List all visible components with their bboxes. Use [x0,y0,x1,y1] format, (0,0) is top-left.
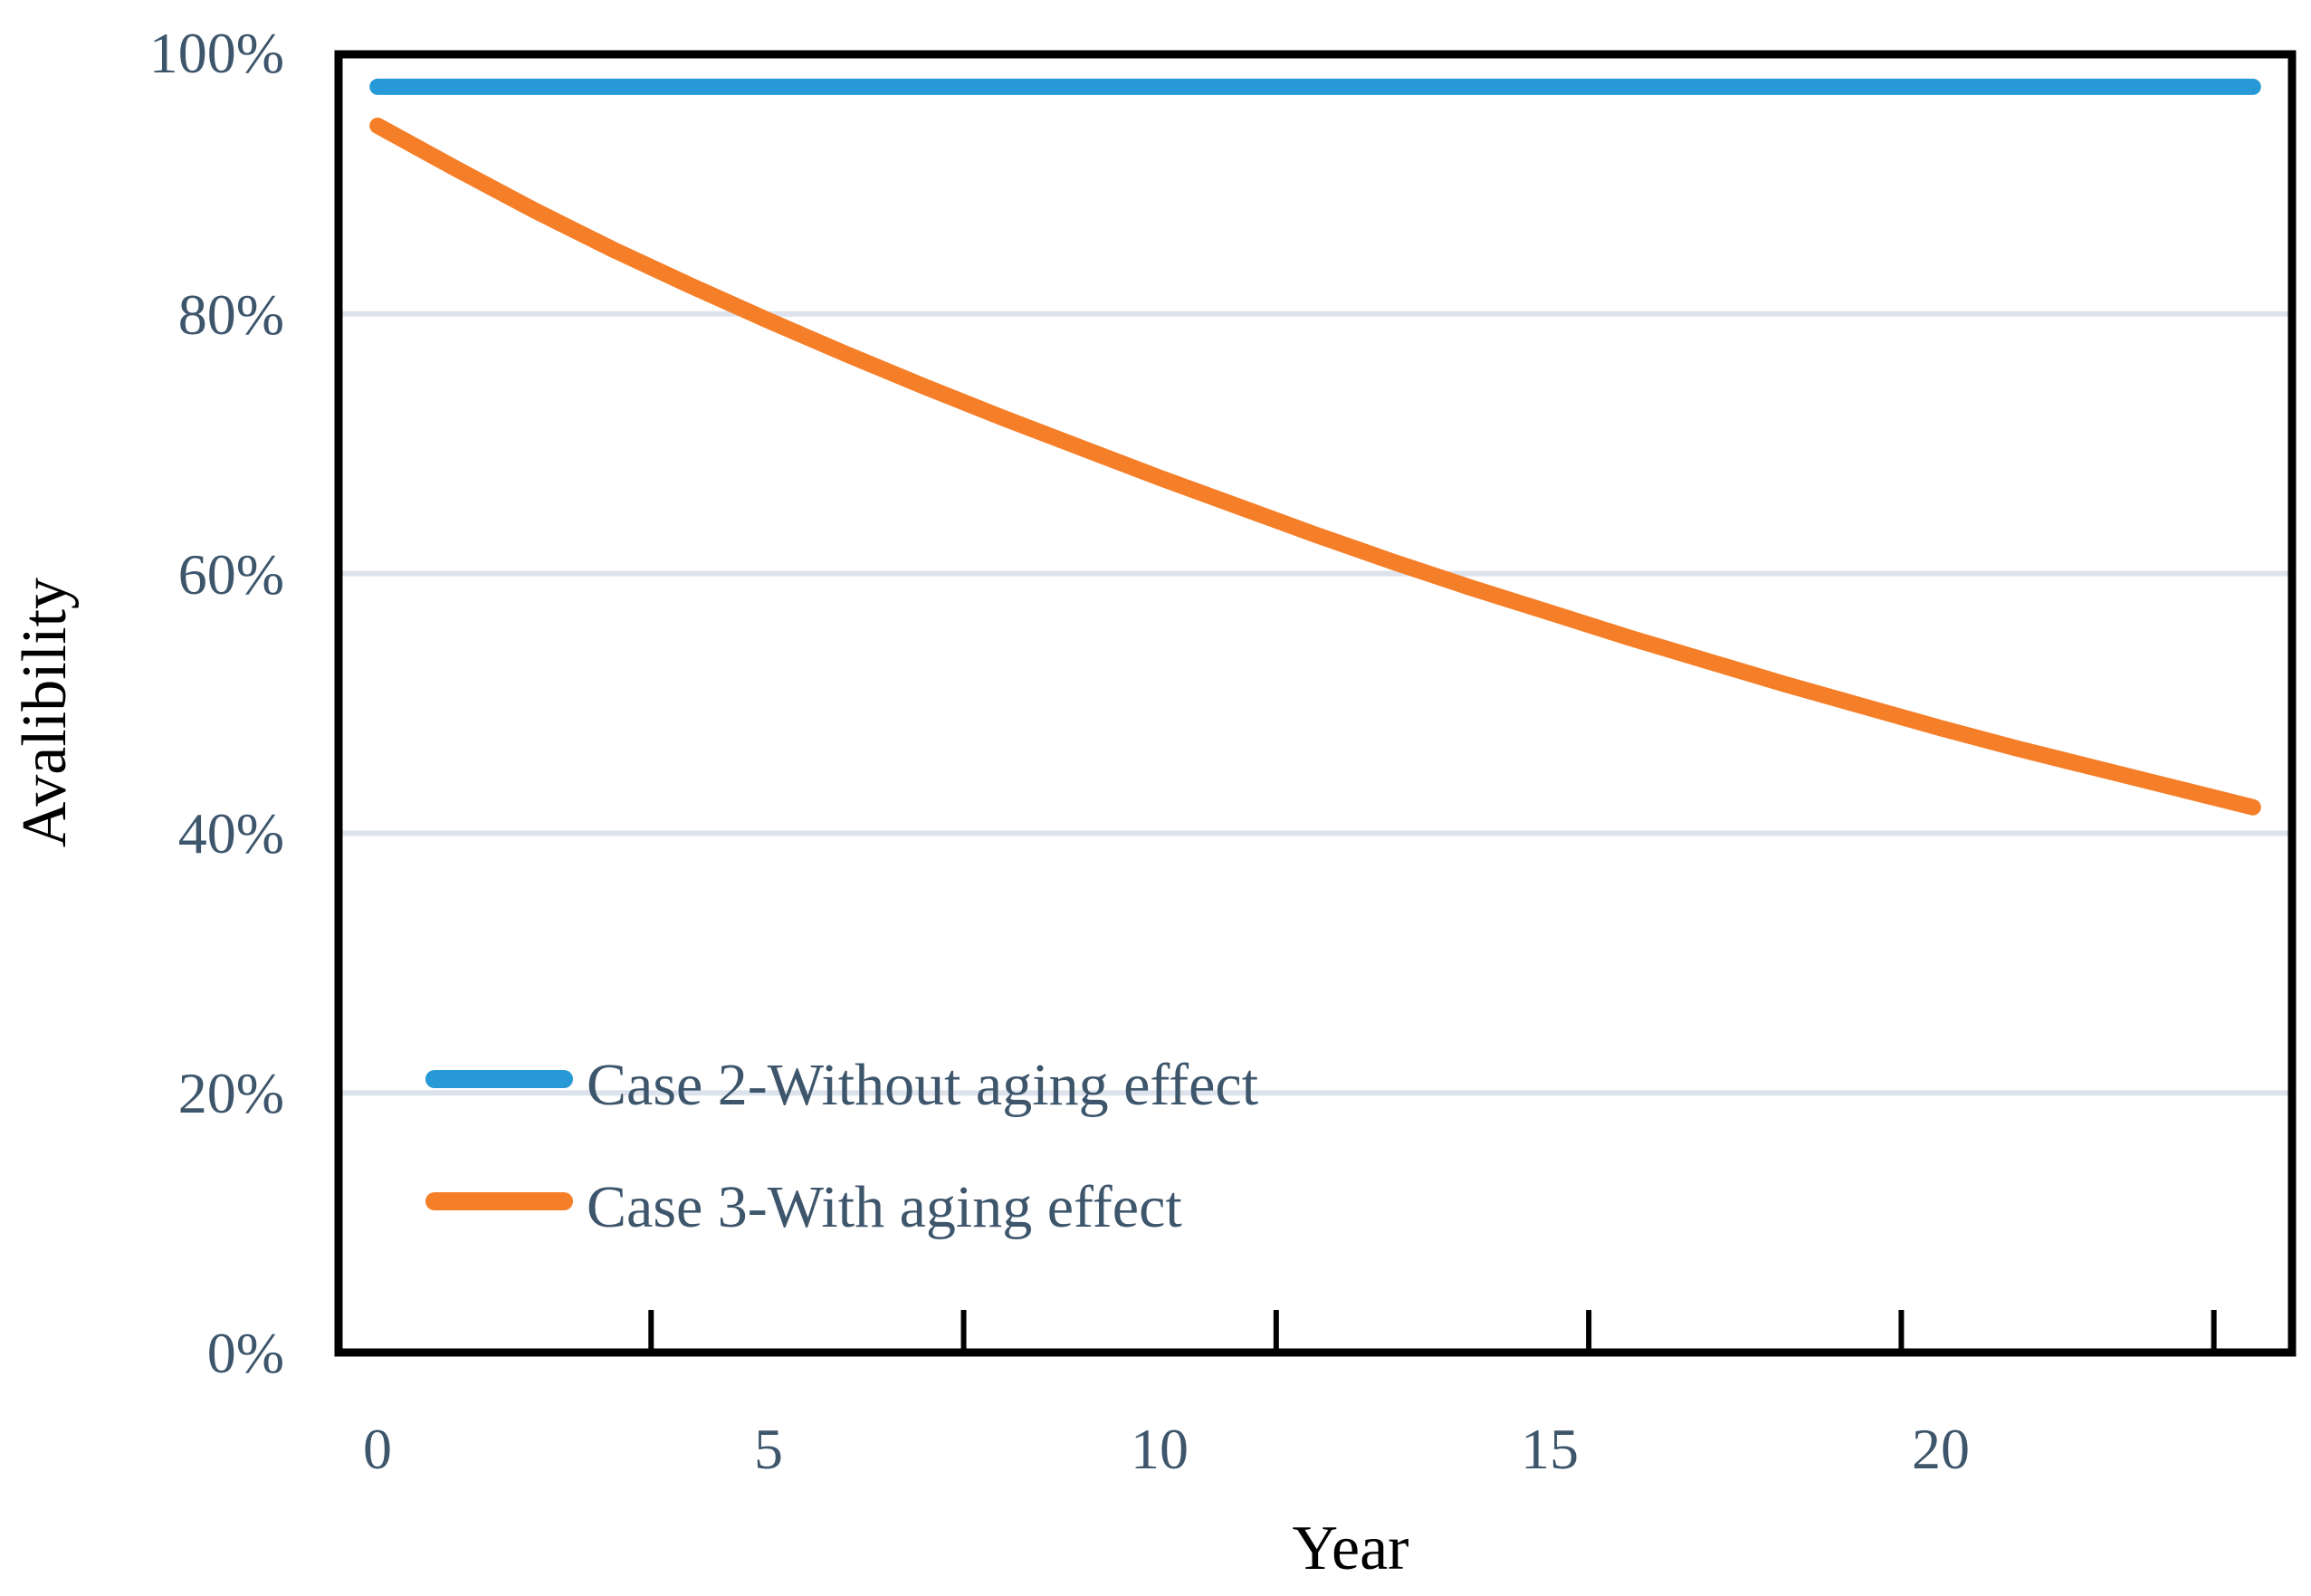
legend-label-case2: Case 2-Without aging effect [587,1052,1258,1118]
y-axis-tick-labels: 0% 20% 40% 60% 80% 100% [149,21,284,1385]
y-tick-80: 80% [178,282,284,347]
x-tick-10: 10 [1131,1417,1189,1481]
x-tick-15: 15 [1521,1417,1579,1481]
x-tick-5: 5 [754,1417,783,1481]
x-axis-tick-labels: 0 5 10 15 20 [363,1417,1970,1481]
legend-label-case3: Case 3-With aging effect [587,1174,1182,1240]
y-tick-100: 100% [149,21,284,85]
plot-border [334,50,2297,1357]
legend: Case 2-Without aging effect Case 3-With … [425,1052,1258,1240]
series-line-case3-with-aging [369,117,2261,816]
data-series-lines [369,78,2261,816]
x-axis-tick-marks [648,1310,2217,1351]
gridlines [339,311,2292,1096]
y-axis-title: Avalibility [10,578,80,847]
y-tick-0: 0% [207,1321,284,1385]
x-tick-0: 0 [363,1417,392,1481]
x-axis-title: Year [1293,1514,1409,1583]
y-tick-20: 20% [178,1061,284,1125]
y-tick-40: 40% [178,801,284,865]
x-tick-20: 20 [1912,1417,1970,1481]
y-tick-60: 60% [178,542,284,607]
